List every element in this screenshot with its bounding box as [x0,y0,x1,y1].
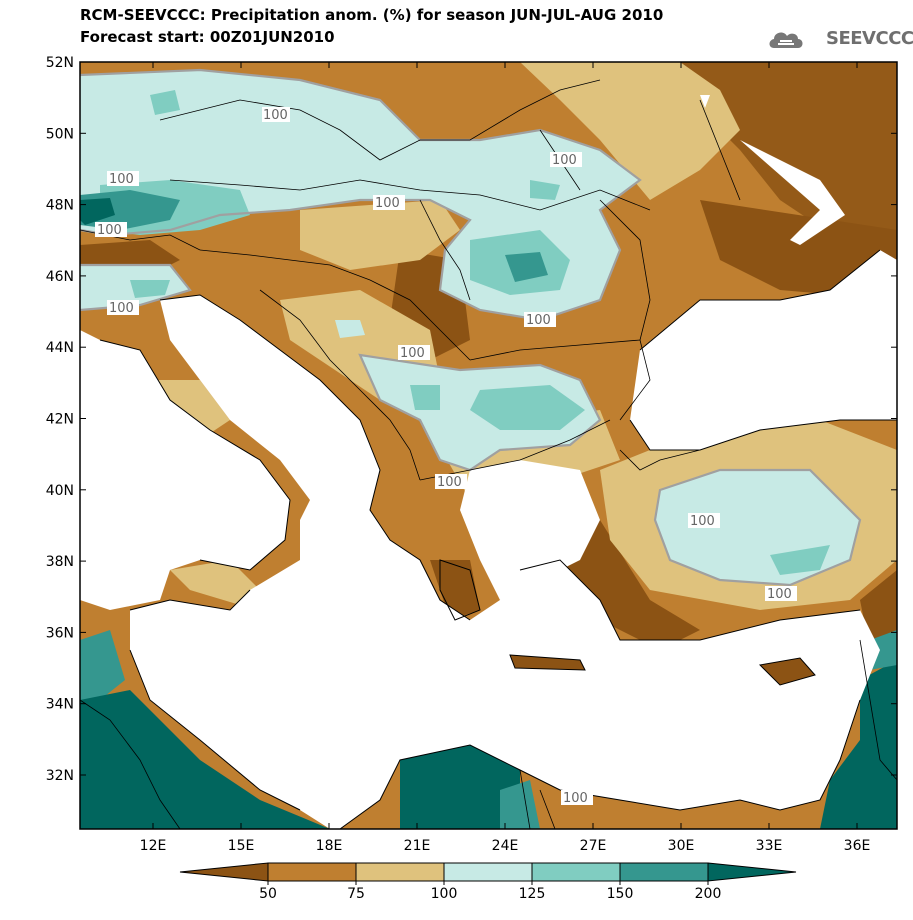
forecast-start-label: Forecast start: 00Z01JUN2010 [80,28,335,46]
colorbar-segment [355,862,445,882]
latitude-label: 38N [46,554,74,570]
latitude-label: 46N [46,269,74,285]
colorbar-label: 200 [695,886,722,902]
colorbar-segment [707,862,797,882]
black-sea [630,250,897,450]
colorbar-label: 150 [607,886,634,902]
latitude-axis: 52N 50N 48N 46N 44N 42N 40N 38N 36N 34N 32N [46,55,897,784]
contour-label: 100 [109,172,134,187]
contour-label: 100 [690,514,715,529]
colorbar-label: 125 [519,886,546,902]
colorbar-segment [443,862,533,882]
longitude-label: 36E [844,838,871,854]
contour-label: 100 [563,791,588,806]
latitude-label: 34N [46,697,74,713]
map-title: RCM-SEEVCCC: Precipitation anom. (%) for… [80,6,664,24]
latitude-label: 50N [46,126,74,142]
colorbar-label: 50 [259,886,277,902]
longitude-label: 30E [668,838,695,854]
map-plot-area: 100 100 100 100 100 100 100 100 100 100 … [80,62,897,829]
seevccc-cloud-logo-icon [769,32,803,48]
anomaly-region-75 [520,62,740,200]
contour-label: 100 [437,475,462,490]
latitude-label: 40N [46,483,74,499]
contour-label: 100 [552,153,577,168]
longitude-label: 12E [140,838,167,854]
longitude-axis: 12E 15E 18E 21E 24E 27E 30E 33E 36E [140,62,871,854]
contour-label: 100 [526,313,551,328]
colorbar-segment [267,862,357,882]
contour-label: 100 [97,223,122,238]
map-frame [79,61,898,830]
logo-text: SEEVCCC [826,28,913,49]
anomaly-region-200 [80,198,115,225]
contour-label: 100 [263,108,288,123]
longitude-label: 27E [580,838,607,854]
latitude-label: 48N [46,198,74,214]
longitude-label: 33E [756,838,783,854]
latitude-label: 36N [46,625,74,641]
colorbar: 50 75 100 125 150 200 [179,862,797,902]
colorbar-label: 75 [347,886,365,902]
contour-label: 100 [375,196,400,211]
longitude-label: 15E [228,838,255,854]
colorbar-label: 100 [431,886,458,902]
contour-label: 100 [109,301,134,316]
latitude-label: 44N [46,340,74,356]
colorbar-segment [531,862,621,882]
contour-label-group: 100 100 100 100 100 100 100 100 100 100 … [95,107,797,806]
longitude-label: 21E [404,838,431,854]
latitude-label: 32N [46,768,74,784]
coastlines [99,249,897,829]
colorbar-segment [179,862,269,882]
longitude-label: 24E [492,838,519,854]
contour-label: 100 [767,587,792,602]
latitude-label: 52N [46,55,74,71]
longitude-label: 18E [316,838,343,854]
contour-label: 100 [400,346,425,361]
colorbar-segment [619,862,709,882]
mediterranean-sea [80,330,290,610]
latitude-label: 42N [46,412,74,428]
